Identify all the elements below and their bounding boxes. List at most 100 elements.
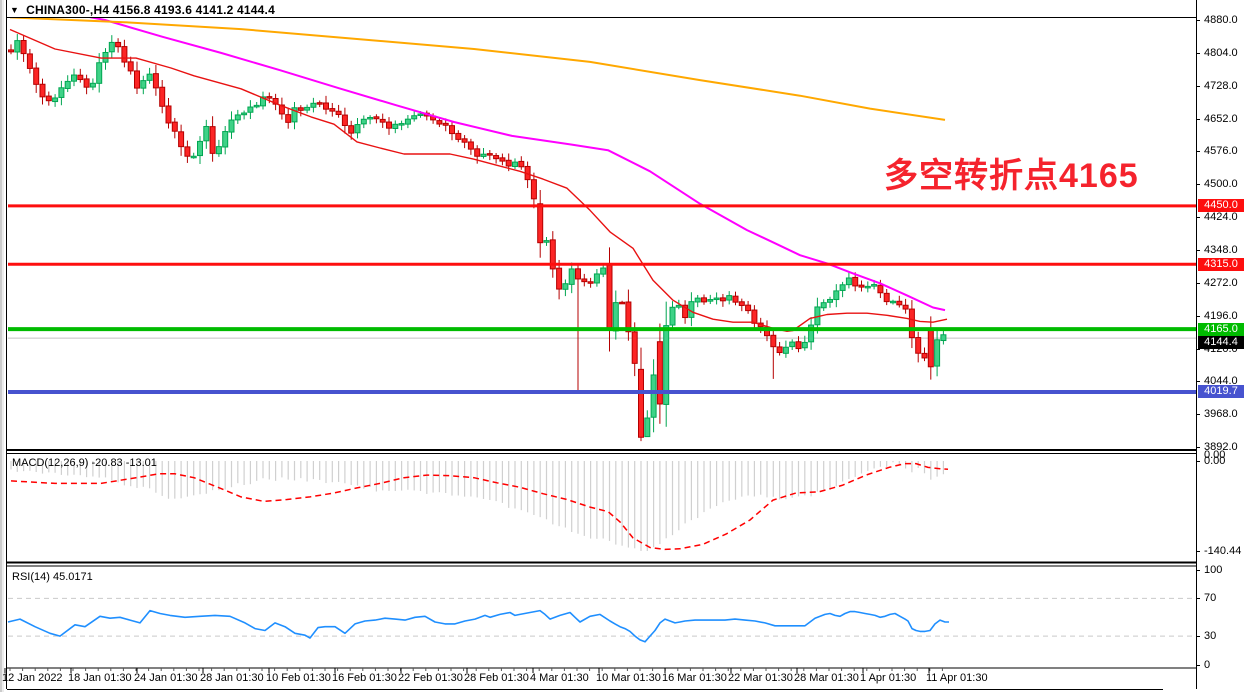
price-axis-tick <box>1196 151 1200 153</box>
candle-body <box>581 278 588 283</box>
rsi-axis-label: 0 <box>1204 658 1211 671</box>
candle-body <box>115 41 122 48</box>
candle-body <box>417 113 424 116</box>
candle-body <box>278 104 285 115</box>
price-axis-tick <box>1196 20 1200 21</box>
candle-body <box>222 131 229 148</box>
candle-body <box>675 304 682 308</box>
candle-body <box>285 114 292 123</box>
candle-body <box>877 284 884 294</box>
candle-body <box>159 86 166 107</box>
candle-body <box>852 276 859 287</box>
candle-body <box>64 80 71 89</box>
macd-signal-line <box>10 462 949 551</box>
price-axis-tick <box>1196 282 1200 284</box>
price-axis-label: 4424.0 <box>1204 211 1238 224</box>
candle-body <box>134 70 140 89</box>
candle-body <box>96 62 103 84</box>
candle-body <box>474 148 481 157</box>
price-tag-4315.0: 4315.0 <box>1198 257 1244 271</box>
candle-body <box>20 40 27 55</box>
candle-body <box>751 309 758 324</box>
candle-body <box>310 102 317 108</box>
candle-body <box>190 155 197 159</box>
price-axis-label: 4500.0 <box>1204 178 1238 191</box>
macd-axis-max: 0.00 <box>1204 449 1226 461</box>
price-axis-tick <box>1196 348 1200 350</box>
candle-body <box>480 153 487 157</box>
candle-body <box>58 87 65 98</box>
candle-body <box>152 73 159 89</box>
candle-body <box>184 146 191 157</box>
candle-body <box>726 295 733 301</box>
candle-body <box>373 116 380 120</box>
candle-body <box>272 98 279 105</box>
candle-body <box>171 121 178 132</box>
candle-body <box>52 97 59 103</box>
candle-body <box>745 304 752 312</box>
candle-body <box>575 268 581 280</box>
time-axis-label: 22 Feb 01:30 <box>398 672 463 684</box>
macd-axis-tick <box>1196 551 1200 552</box>
candle-body <box>241 112 248 116</box>
candle-body <box>801 341 808 349</box>
price-axis-label: 4196.0 <box>1204 309 1238 322</box>
candle-body <box>732 295 739 303</box>
time-axis-label: 16 Mar 01:30 <box>662 672 727 684</box>
candle-body <box>39 83 46 98</box>
candle-body <box>776 346 783 354</box>
candle-body <box>921 352 928 359</box>
price-axis-tick <box>1196 447 1200 449</box>
candle-body <box>197 140 203 157</box>
rsi-axis-tick <box>1196 598 1200 600</box>
time-axis-label: 18 Jan 01:30 <box>68 672 132 684</box>
ma-mid-magenta-line <box>89 18 946 312</box>
symbol-title-row: ▼ CHINA300-,H4 4156.8 4193.6 4141.2 4144.… <box>10 3 275 17</box>
price-axis-label: 4044.0 <box>1204 375 1238 388</box>
macd-panel[interactable] <box>7 454 1196 562</box>
candle-body <box>530 179 537 200</box>
candle-body <box>329 108 336 112</box>
candle-body <box>108 41 115 53</box>
candle-body <box>562 283 569 290</box>
symbol-dropdown-icon[interactable]: ▼ <box>10 5 20 15</box>
rsi-value: 45.0171 <box>52 571 93 583</box>
candle-body <box>505 159 512 167</box>
candle-body <box>650 374 657 418</box>
candle-body <box>858 284 865 288</box>
candle-body <box>379 118 386 123</box>
candle-body <box>644 417 651 438</box>
candle-body <box>404 118 411 125</box>
candle-body <box>398 123 405 126</box>
candle-body <box>820 302 827 309</box>
candle-body <box>713 297 720 301</box>
candle-body <box>436 120 443 125</box>
candlestick-chart[interactable] <box>7 18 1196 450</box>
candle-body <box>631 331 638 364</box>
price-axis-label: 3968.0 <box>1204 408 1238 421</box>
time-axis-label: 28 Mar 01:30 <box>794 672 859 684</box>
price-tag-4165.0: 4165.0 <box>1198 322 1244 336</box>
rsi-axis-tick <box>1196 570 1200 571</box>
price-axis-tick <box>1196 414 1200 416</box>
candle-body <box>33 67 40 85</box>
rsi-panel[interactable] <box>7 567 1196 668</box>
candle-body <box>304 106 311 111</box>
candle-body <box>663 325 670 405</box>
candle-body <box>543 240 550 243</box>
candle-body <box>297 107 304 111</box>
candle-body <box>864 285 871 289</box>
time-axis-label: 12 Jan 2022 <box>2 672 63 684</box>
candle-body <box>499 157 506 162</box>
price-tag-4450.0: 4450.0 <box>1198 199 1244 213</box>
candle-body <box>638 368 644 438</box>
candle-body <box>215 146 222 155</box>
candle-body <box>738 301 745 306</box>
candle-body <box>600 267 607 275</box>
text-annotation: 多空转折点4165 <box>884 157 1139 195</box>
candle-body <box>871 284 878 287</box>
candle-body <box>121 46 128 63</box>
price-axis-label: 4576.0 <box>1204 145 1238 158</box>
candle-body <box>45 95 52 102</box>
